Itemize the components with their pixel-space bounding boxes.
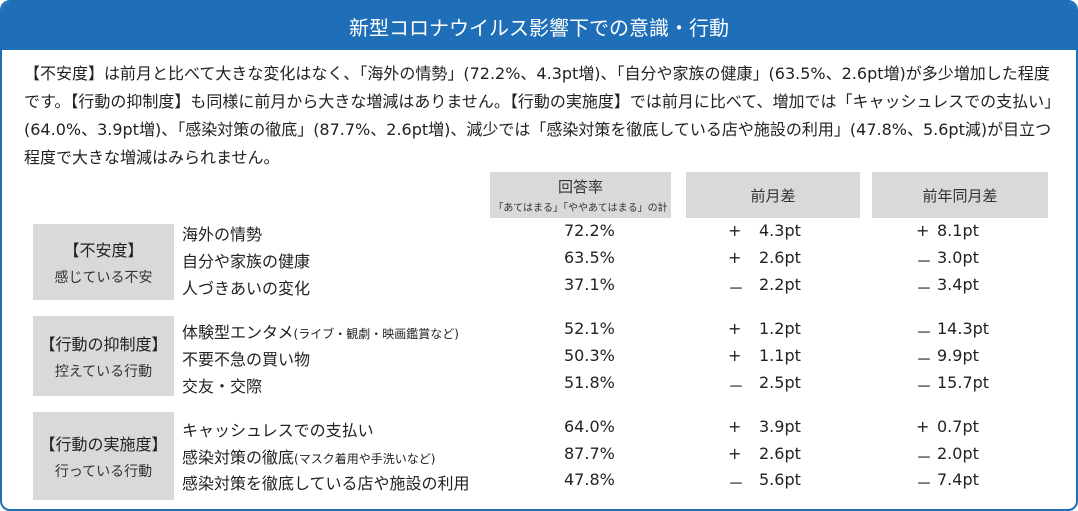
row-name: キャッシュレスでの支払い [182,421,374,440]
row-rate: 37.1% [564,275,615,294]
row-month-value: 2.2pt [759,275,801,294]
row-month-sign: + [728,346,742,365]
row-year-value: 3.4pt [937,275,979,294]
row-year-value: 0.7pt [937,417,979,436]
row-month-value: 2.6pt [759,248,801,267]
row-month-sign: + [728,444,742,463]
table-row: 感染対策の徹底(マスク着用や手洗いなど) 87.7% + 2.6pt － 2.0… [2,444,1076,470]
row-year-value: 15.7pt [937,373,990,392]
row-name: 自分や家族の健康 [182,252,311,271]
table-row: 自分や家族の健康 63.5% + 2.6pt － 3.0pt [2,248,1076,274]
row-name: 交友・交際 [182,377,263,396]
row-year-sign: － [916,252,933,271]
row-rate: 51.8% [564,373,615,392]
header-rate-label: 回答率 [557,178,603,196]
row-month-value: 5.6pt [759,470,801,489]
header-prev-year-label: 前年同月差 [922,186,998,205]
row-rate: 64.0% [564,417,615,436]
row-month-value: 3.9pt [759,417,801,436]
row-month-sign: + [728,417,742,436]
group-label-practice: 【行動の実施度】 行っている行動 [33,412,174,500]
header-prev-month: 前月差 [686,172,860,218]
header-rate-note: 「あてはまる」「ややあてはまる」の計 [493,203,668,214]
row-rate: 47.8% [564,470,615,489]
row-year-value: 2.0pt [937,444,979,463]
row-year-sign: － [916,474,933,493]
row-month-value: 4.3pt [759,221,801,240]
header-prev-year: 前年同月差 [872,172,1048,218]
row-year-value: 14.3pt [937,319,990,338]
row-name: 人づきあいの変化 [182,279,311,298]
row-month-value: 2.6pt [759,444,801,463]
row-year-sign: － [916,279,933,298]
group-subtitle: 感じている不安 [54,270,153,286]
row-rate: 72.2% [564,221,615,240]
group-subtitle: 控えている行動 [54,364,153,380]
table-row: 不要不急の買い物 50.3% + 1.1pt － 9.9pt [2,346,1076,372]
row-year-value: 7.4pt [937,470,979,489]
group-label-anxiety: 【不安度】 感じている不安 [33,224,174,300]
row-month-sign: － [728,377,745,396]
row-name: 感染対策の徹底(マスク着用や手洗いなど) [182,448,436,467]
row-month-sign: + [728,319,742,338]
row-name: 体験型エンタメ(ライブ・観劇・映画鑑賞など) [182,323,459,342]
header-prev-month-label: 前月差 [750,186,796,205]
row-year-sign: － [916,350,933,369]
table-row: 人づきあいの変化 37.1% － 2.2pt － 3.4pt [2,275,1076,301]
row-year-sign: + [916,221,930,240]
table-row: 交友・交際 51.8% － 2.5pt － 15.7pt [2,373,1076,399]
row-rate: 63.5% [564,248,615,267]
header-rate: 回答率 「あてはまる」「ややあてはまる」の計 [490,172,671,218]
group-title: 【行動の実施度】 [39,435,168,454]
row-month-sign: － [728,474,745,493]
row-rate: 50.3% [564,346,615,365]
row-year-value: 8.1pt [937,221,979,240]
intro-paragraph: 【不安度】は前月と比べて大きな変化はなく、「海外の情勢」(72.2%、4.3pt… [24,64,1053,167]
row-name: 海外の情勢 [182,225,263,244]
row-year-value: 3.0pt [937,248,979,267]
row-year-sign: － [916,323,933,342]
table-row: 海外の情勢 72.2% + 4.3pt + 8.1pt [2,221,1076,247]
table-row: 体験型エンタメ(ライブ・観劇・映画鑑賞など) 52.1% + 1.2pt － 1… [2,319,1076,345]
group-title: 【行動の抑制度】 [39,335,168,354]
row-month-sign: + [728,221,742,240]
row-month-sign: + [728,248,742,267]
row-month-value: 1.2pt [759,319,801,338]
row-rate: 87.7% [564,444,615,463]
row-month-value: 1.1pt [759,346,801,365]
row-name: 感染対策を徹底している店や施設の利用 [182,474,470,493]
table-row: 感染対策を徹底している店や施設の利用 47.8% － 5.6pt － 7.4pt [2,470,1076,496]
panel-title: 新型コロナウイルス影響下での意識・行動 [2,2,1076,50]
group-subtitle: 行っている行動 [54,464,153,480]
table-row: キャッシュレスでの支払い 64.0% + 3.9pt + 0.7pt [2,417,1076,443]
row-year-sign: － [916,448,933,467]
row-rate: 52.1% [564,319,615,338]
row-month-value: 2.5pt [759,373,801,392]
group-title: 【不安度】 [63,241,144,260]
row-year-sign: + [916,417,930,436]
group-label-restraint: 【行動の抑制度】 控えている行動 [33,316,174,396]
row-month-sign: － [728,279,745,298]
row-year-sign: － [916,377,933,396]
row-name: 不要不急の買い物 [182,350,311,369]
row-year-value: 9.9pt [937,346,979,365]
